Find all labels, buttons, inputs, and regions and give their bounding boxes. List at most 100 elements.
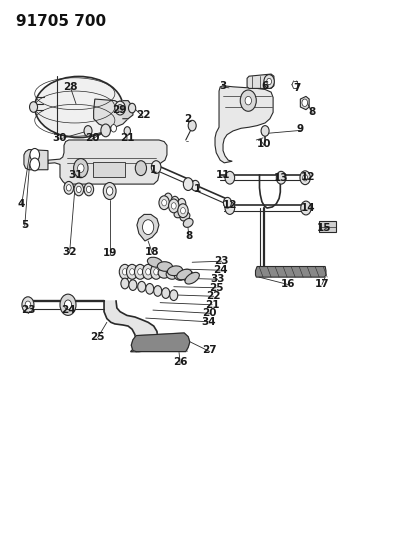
Circle shape: [66, 184, 71, 191]
Bar: [93, 163, 125, 177]
Circle shape: [84, 126, 92, 136]
Circle shape: [164, 193, 172, 204]
Text: 19: 19: [102, 248, 117, 258]
Text: 16: 16: [280, 279, 295, 288]
Circle shape: [119, 264, 130, 279]
Circle shape: [158, 196, 169, 209]
Ellipse shape: [157, 262, 172, 271]
Polygon shape: [93, 99, 128, 127]
Text: 24: 24: [61, 305, 75, 315]
Text: 26: 26: [172, 357, 187, 367]
Text: 4: 4: [18, 199, 25, 209]
Circle shape: [130, 269, 134, 275]
Circle shape: [138, 269, 142, 275]
Ellipse shape: [174, 270, 186, 280]
Ellipse shape: [184, 272, 199, 284]
Text: 33: 33: [210, 274, 225, 284]
Circle shape: [240, 90, 256, 111]
Ellipse shape: [166, 269, 178, 279]
Circle shape: [122, 269, 127, 275]
Circle shape: [128, 103, 136, 113]
Text: 11: 11: [215, 170, 230, 180]
Ellipse shape: [182, 271, 194, 281]
Text: 30: 30: [53, 133, 67, 143]
Circle shape: [266, 78, 271, 85]
Ellipse shape: [147, 257, 162, 267]
Text: 31: 31: [69, 170, 83, 180]
Text: 25: 25: [209, 283, 223, 293]
Ellipse shape: [174, 209, 183, 218]
Bar: [318, 221, 335, 232]
Circle shape: [177, 198, 185, 209]
Circle shape: [25, 301, 30, 309]
Polygon shape: [300, 96, 308, 110]
Text: 15: 15: [316, 223, 331, 233]
Text: 17: 17: [314, 279, 328, 288]
Ellipse shape: [34, 76, 123, 138]
Text: 21: 21: [205, 300, 219, 310]
Circle shape: [150, 264, 161, 279]
Circle shape: [86, 186, 91, 192]
Circle shape: [145, 269, 150, 275]
Text: 7: 7: [293, 83, 300, 93]
Polygon shape: [48, 140, 166, 184]
Polygon shape: [131, 333, 189, 352]
Text: 8: 8: [308, 107, 315, 117]
Polygon shape: [255, 266, 325, 277]
Circle shape: [263, 75, 273, 88]
Polygon shape: [24, 150, 48, 169]
Text: 9: 9: [296, 124, 303, 134]
Circle shape: [103, 182, 116, 199]
Ellipse shape: [183, 219, 192, 228]
Text: 91705 700: 91705 700: [16, 14, 106, 29]
Text: 12: 12: [300, 172, 315, 182]
Circle shape: [129, 280, 137, 290]
Text: 5: 5: [21, 220, 28, 230]
Circle shape: [225, 201, 234, 214]
Text: 22: 22: [135, 110, 150, 120]
Circle shape: [134, 264, 145, 279]
Circle shape: [301, 99, 307, 107]
Text: 24: 24: [213, 265, 227, 275]
Text: 13: 13: [273, 173, 288, 183]
Circle shape: [300, 201, 310, 215]
Polygon shape: [247, 74, 273, 88]
Circle shape: [153, 269, 158, 275]
Circle shape: [153, 286, 161, 296]
Circle shape: [171, 203, 176, 209]
Circle shape: [302, 174, 307, 181]
Circle shape: [138, 281, 145, 292]
Text: 28: 28: [63, 82, 78, 92]
Circle shape: [191, 180, 199, 191]
Text: 14: 14: [300, 203, 315, 213]
Text: 1: 1: [193, 184, 200, 194]
Circle shape: [170, 196, 178, 207]
Text: 6: 6: [261, 81, 268, 91]
Circle shape: [117, 104, 123, 112]
Text: 23: 23: [20, 305, 35, 315]
Circle shape: [275, 171, 285, 184]
Circle shape: [30, 158, 39, 171]
Circle shape: [101, 124, 110, 137]
Text: 27: 27: [202, 345, 217, 356]
Circle shape: [183, 177, 192, 190]
Circle shape: [161, 288, 169, 298]
Circle shape: [188, 120, 196, 131]
Circle shape: [135, 161, 146, 175]
Text: 25: 25: [90, 332, 105, 342]
Circle shape: [177, 204, 188, 217]
Text: 34: 34: [200, 317, 215, 327]
Polygon shape: [123, 101, 133, 119]
Circle shape: [223, 197, 231, 208]
Circle shape: [106, 187, 113, 195]
Circle shape: [142, 264, 153, 279]
Circle shape: [74, 183, 83, 196]
Text: 3: 3: [219, 81, 226, 91]
Text: 21: 21: [119, 133, 134, 143]
Circle shape: [111, 125, 116, 132]
Text: 10: 10: [256, 139, 271, 149]
Circle shape: [180, 207, 185, 214]
Circle shape: [29, 102, 37, 112]
Text: 12: 12: [222, 200, 237, 211]
Ellipse shape: [167, 266, 182, 276]
